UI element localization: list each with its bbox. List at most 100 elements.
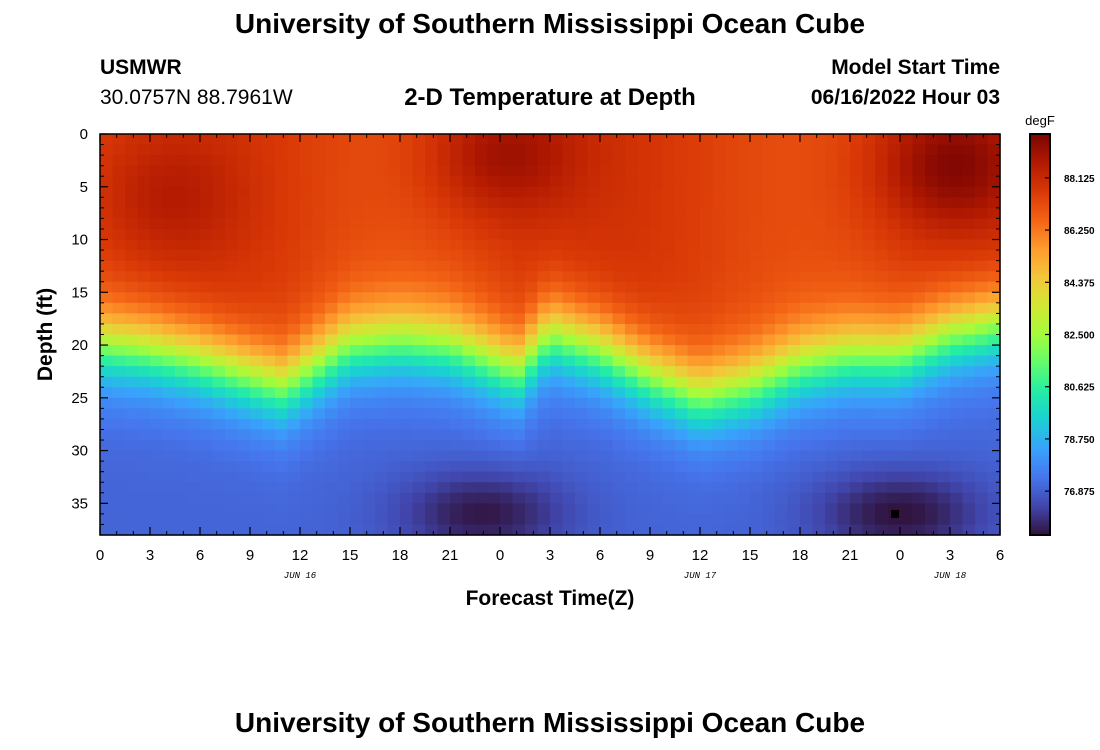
heatmap-cell [387,271,401,283]
heatmap-cell [450,292,464,304]
heatmap-cell [975,408,989,420]
heatmap-cell [150,155,164,167]
heatmap-cell [687,376,701,388]
heatmap-cell [612,524,626,536]
heatmap-cell [137,239,151,251]
heatmap-cell [662,144,676,156]
heatmap-cell [650,461,664,473]
heatmap-cell [300,302,314,314]
heatmap-cell [712,513,726,526]
heatmap-cell [412,144,426,156]
heatmap-cell [100,271,114,283]
heatmap-cell [162,461,176,473]
heatmap-cell [687,271,701,283]
heatmap-cell [512,503,526,515]
heatmap-cell [900,250,914,262]
heatmap-cell [275,144,289,156]
heatmap-cell [712,450,726,462]
heatmap-cell [987,366,1001,378]
heatmap-cell [862,471,876,483]
heatmap-cell [975,155,989,167]
heatmap-cell [975,355,989,367]
heatmap-cell [350,334,364,346]
heatmap-cell [250,471,264,483]
heatmap-cell [575,176,589,188]
heatmap-cell [125,197,139,209]
heatmap-cell [950,366,964,378]
heatmap-cell [125,260,139,272]
heatmap-cell [500,281,514,293]
heatmap-cell [475,387,489,399]
heatmap-cell [437,461,451,473]
heatmap-cell [212,524,226,536]
heatmap-cell [425,429,439,441]
heatmap-cell [950,387,964,399]
heatmap-cell [400,355,414,367]
heatmap-cell [325,239,339,251]
heatmap-cell [112,292,126,304]
y-tick-label: 30 [71,443,88,460]
heatmap-cell [650,218,664,230]
heatmap-cell [425,408,439,420]
heatmap-cell [312,492,326,504]
heatmap-cell [250,429,264,441]
heatmap-cell [787,450,801,462]
heatmap-cell [487,281,501,293]
heatmap-cell [187,186,201,198]
heatmap-cell [337,176,351,188]
heatmap-cell [987,418,1001,431]
heatmap-cell [200,197,214,209]
heatmap-cell [437,281,451,293]
heatmap-cell [225,492,239,504]
heatmap-cell [837,186,851,198]
heatmap-cell [975,397,989,409]
heatmap-cell [187,302,201,314]
heatmap-cell [587,524,601,536]
heatmap-cell [987,313,1001,325]
heatmap-cell [575,376,589,388]
heatmap-cell [712,302,726,314]
heatmap-cell [937,334,951,346]
heatmap-cell [287,281,301,293]
heatmap-cell [500,186,514,198]
heatmap-cell [425,450,439,462]
heatmap-cell [975,461,989,473]
heatmap-cell [500,218,514,230]
heatmap-cell [962,155,976,167]
heatmap-cell [587,450,601,462]
heatmap-cell [587,165,601,177]
heatmap-cell [887,355,901,367]
heatmap-cell [800,302,814,314]
heatmap-cell [450,450,464,462]
heatmap-cell [837,366,851,378]
heatmap-cell [287,387,301,399]
heatmap-cell [400,302,414,314]
heatmap-cell [712,186,726,198]
heatmap-cell [900,313,914,325]
heatmap-cell [912,334,926,346]
heatmap-cell [625,155,639,167]
heatmap-cell [712,155,726,167]
heatmap-cell [225,387,239,399]
heatmap-cell [187,218,201,230]
heatmap-cell [287,513,301,526]
heatmap-cell [737,323,751,336]
heatmap-cell [550,450,564,462]
heatmap-cell [150,228,164,241]
heatmap-cell [725,450,739,462]
heatmap-cell [475,144,489,156]
heatmap-cell [125,165,139,177]
heatmap-cell [512,376,526,388]
heatmap-cell [187,271,201,283]
heatmap-cell [162,376,176,388]
heatmap-cell [600,440,614,452]
heatmap-cell [625,134,639,146]
heatmap-cell [875,450,889,462]
heatmap-cell [387,513,401,526]
heatmap-cell [487,250,501,262]
heatmap-cell [575,450,589,462]
heatmap-cell [112,176,126,188]
heatmap-cell [200,228,214,241]
heatmap-cell [837,155,851,167]
heatmap-cell [687,366,701,378]
